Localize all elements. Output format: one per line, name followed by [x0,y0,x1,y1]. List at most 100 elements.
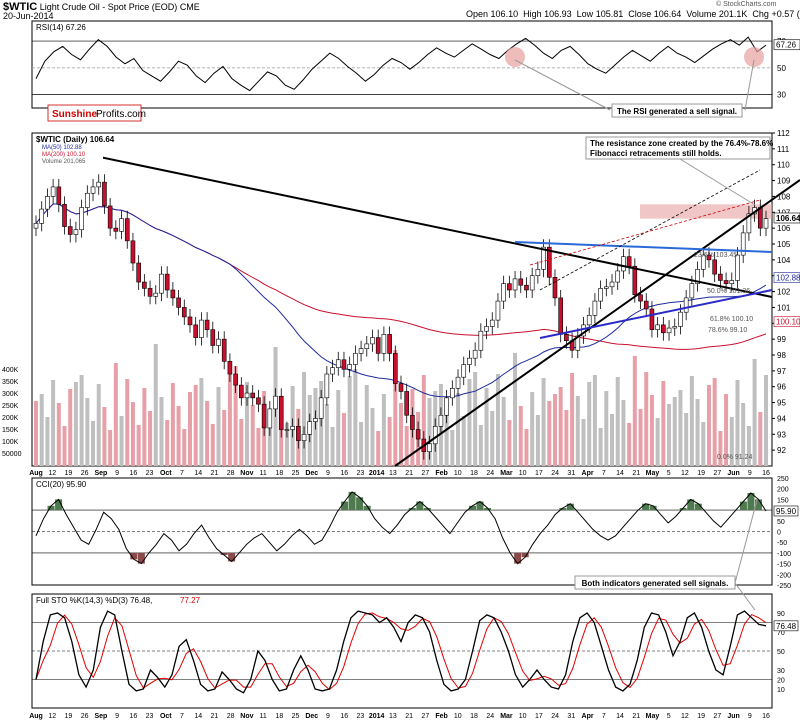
volume-bar [330,427,335,466]
sto-d-line [35,612,767,691]
price-x-label: 18 [470,470,478,477]
price-tick-label: 112 [777,129,790,138]
volume-bar [530,392,535,466]
price-x-label: 27 [421,470,429,477]
candle-body [147,288,153,297]
volume-bar [741,403,746,466]
volume-bar [513,353,518,466]
price-x-label: Sep [94,470,107,477]
volume-bar [73,382,78,466]
volume-bar [729,417,734,466]
candle-body [33,223,39,229]
candle-body [461,364,467,378]
sto-x-label: 10 [454,713,462,720]
price-tick-label: 93 [777,430,786,439]
candle-body [392,353,398,384]
candle-body [45,196,50,210]
candle-body [718,273,723,281]
fib-label: 50.0% 101.36 [707,288,750,295]
sto-x-label: 18 [470,713,478,720]
volume-bar [91,421,96,466]
sto-x-label: 7 [180,713,184,720]
volume-bar [347,376,352,466]
volume-bar [689,376,694,466]
candle-body [444,397,449,416]
volume-bar [644,372,649,466]
volume-bar [359,422,364,466]
sto-x-label: 28 [227,713,235,720]
sunshine-logo-box [47,104,142,122]
candle-body [501,283,506,302]
price-tick-label: 99 [777,335,786,344]
price-x-label: 9 [326,470,330,477]
volume-bar [570,373,575,466]
price-x-label: Oct [160,470,172,477]
candle-body [410,414,415,430]
sto-x-label: Dec [305,713,318,720]
resistance-callout-text-1: The resistance zone created by the 76.4%… [590,139,773,148]
channel-dashed [539,169,761,291]
sto-x-label: 2014 [369,713,385,720]
price-tick-label: 101 [777,303,791,312]
volume-bar [153,344,158,466]
volume-bar [239,419,244,466]
volume-bar [148,411,153,466]
candle-body [358,348,364,354]
price-x-label: Dec [305,470,318,477]
price-x-label: 10 [454,470,462,477]
candle-body [164,273,170,291]
chg-value: +0.57 (+0.54%) [771,9,800,19]
candle-body [700,254,706,270]
candle-body [495,300,501,321]
volume-bar [484,388,489,466]
candle-body [604,286,609,289]
volume-bar [227,373,232,466]
candle-body [227,361,233,375]
candle-body [73,229,79,235]
candle-body [181,307,187,318]
open-value: 106.10 [490,9,519,19]
sto-d-value: 77.27 [180,596,201,605]
candle-body [564,334,569,342]
panel-frame-0 [31,20,773,109]
legend-item: MA(50) 102.88 [42,145,82,151]
candle-body [364,343,370,349]
cci-title: CCI(20) 95.90 [36,480,87,489]
volume-bar [125,379,130,466]
price-tick-label: 102 [777,288,791,297]
chart-date: 20-Jun-2014 [3,11,54,21]
candle-body [672,326,678,329]
volume-bar [564,410,569,466]
volume-label: Volume [686,9,717,19]
cci-tick-label: 0 [777,530,781,537]
candle-body [250,392,256,399]
candle-body [347,364,352,370]
candle-body [39,208,45,224]
candle-body [335,359,341,368]
candle-body [757,207,763,229]
symbol: $WTIC [3,1,38,13]
candle-body [130,240,136,264]
price-x-label: 21 [632,470,640,477]
volume-bar [667,404,672,466]
candle-body [85,192,90,208]
sto-x-label: 13 [389,713,397,720]
price-tick-label: 95 [777,399,786,408]
resistance-line-blue [514,241,773,253]
candle-body [256,397,261,405]
price-x-label: 31 [567,470,575,477]
volume-axis-label: 250K [2,403,19,410]
volume-bar [39,394,44,466]
candle-body [301,433,307,441]
candle-body [210,329,216,346]
volume-bar [507,420,512,466]
volume-bar [661,381,666,466]
price-x-label: 28 [227,470,235,477]
volume-bar [501,397,506,466]
cci-last-value: 95.90 [776,507,797,516]
price-x-label: Aug [29,470,43,477]
sto-x-label: 19 [697,713,705,720]
volume-bar [51,380,56,466]
price-x-label: 19 [65,470,73,477]
